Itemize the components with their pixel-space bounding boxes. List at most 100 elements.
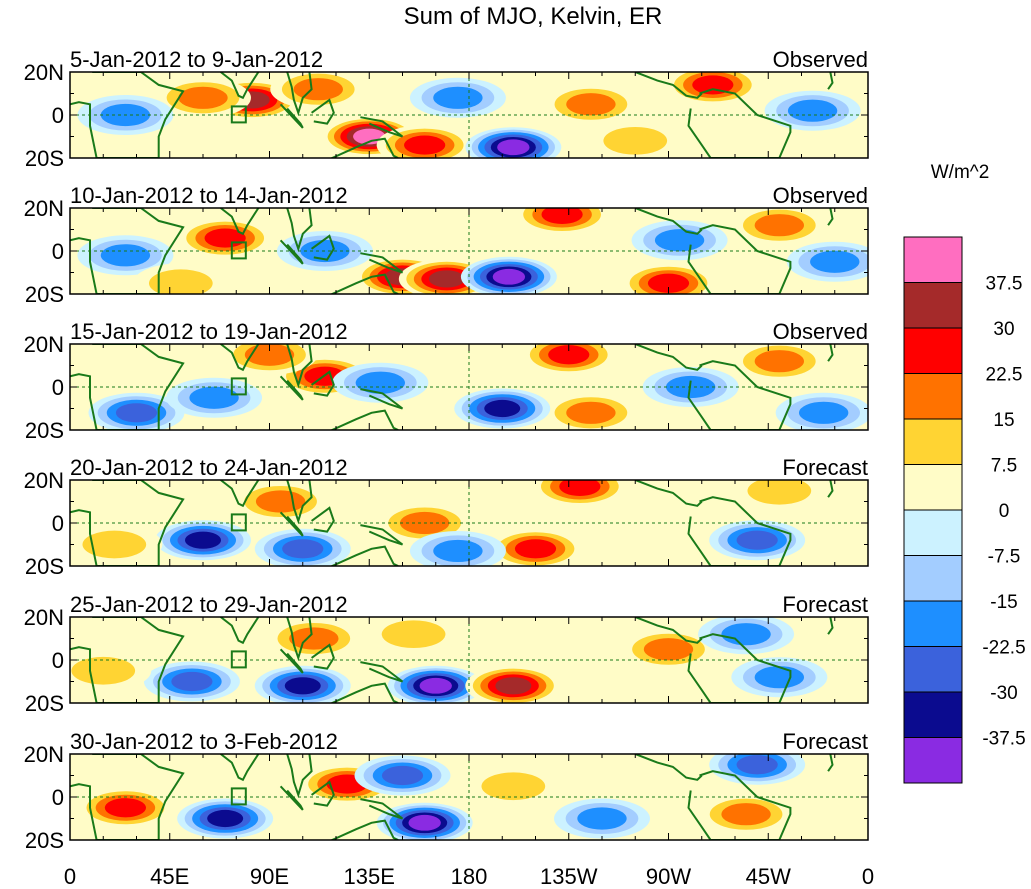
anomaly-contour (433, 86, 483, 109)
coastline (827, 208, 834, 226)
y-tick-label: 0 (52, 375, 64, 400)
colorbar-label: 0 (999, 501, 1010, 522)
coastline (827, 754, 834, 772)
y-tick-label: 20N (24, 60, 64, 85)
coastline (360, 661, 404, 683)
panel-2: 20N 0 20S 10-Jan-2012 to 14-Jan-2012 Observe… (24, 183, 869, 307)
coastline (70, 617, 185, 703)
colorbar-label: 37.5 (986, 274, 1023, 295)
colorbar-label: -30 (990, 683, 1017, 704)
panel-5: 20N 0 20S 25-Jan-2012 to 29-Jan-2012 Forecas… (24, 592, 869, 716)
x-tick-label: 135W (540, 864, 598, 889)
coastline (321, 137, 399, 158)
coastlines (70, 617, 834, 703)
anomaly-contour (754, 350, 804, 373)
panel-date-range: 30-Jan-2012 to 3-Feb-2012 (70, 729, 338, 754)
coastline (634, 208, 703, 235)
anomaly-contour (548, 345, 590, 365)
coastline (286, 344, 313, 389)
colorbar-label: -7.5 (988, 547, 1021, 568)
colorbar-swatch (903, 418, 963, 465)
colorbar-swatch (903, 737, 963, 784)
anomaly-contour (104, 798, 147, 818)
coastline (827, 72, 834, 90)
coastline (220, 617, 260, 645)
coastline (70, 480, 185, 566)
coastlines (70, 480, 834, 566)
anomaly-contour (559, 480, 601, 497)
coastline (279, 785, 304, 811)
y-tick-label: 20S (25, 828, 64, 853)
anomaly-contour (541, 208, 583, 225)
coastline (311, 370, 335, 397)
coastlines (70, 754, 834, 840)
coastline (286, 480, 313, 525)
panel-status: Forecast (782, 592, 868, 617)
x-tick-label: 90W (646, 864, 691, 889)
coastline (687, 360, 792, 430)
coastline (634, 754, 703, 781)
coastline (220, 72, 260, 100)
coastline (286, 208, 313, 253)
anomaly-contour (492, 268, 526, 285)
colorbar-swatch (903, 600, 963, 647)
anomaly-contour (171, 671, 213, 692)
coastlines (70, 72, 834, 158)
coastline (321, 682, 399, 703)
coastline (634, 72, 703, 99)
anomaly-contour (603, 126, 668, 155)
coastline (321, 273, 399, 294)
y-tick-label: 0 (52, 103, 64, 128)
anomaly-contour (754, 666, 804, 689)
coastline (634, 344, 703, 371)
colorbar-swatch (903, 691, 963, 738)
anomaly-contour (293, 78, 343, 101)
x-tick-label: 45E (150, 864, 189, 889)
anomaly-contour (284, 677, 321, 695)
anomaly-contour (566, 93, 616, 116)
anomaly-contour (495, 677, 532, 695)
y-tick-label: 20N (24, 605, 64, 630)
anomaly-contour (566, 401, 616, 424)
coastline (70, 754, 185, 840)
anomaly-contour (787, 99, 838, 122)
anomaly-contour (419, 677, 452, 694)
panel-date-range: 5-Jan-2012 to 9-Jan-2012 (70, 47, 323, 72)
colorbar-swatch (903, 236, 963, 283)
y-tick-label: 20S (25, 554, 64, 579)
coastlines (70, 208, 834, 294)
anomaly-field (88, 344, 868, 430)
coastline (70, 72, 185, 158)
anomaly-contour (355, 371, 406, 394)
coastline (220, 754, 260, 782)
anomaly-contour (643, 638, 694, 661)
coastline (827, 480, 834, 498)
panel-status: Forecast (782, 729, 868, 754)
coastline (279, 648, 304, 674)
colorbar-label: 22.5 (986, 365, 1023, 386)
colorbar-label: 7.5 (991, 456, 1017, 477)
anomaly-contour (207, 809, 244, 828)
panel-status: Observed (773, 319, 868, 344)
coastline (70, 208, 185, 294)
anomaly-field (70, 480, 828, 566)
coastline (286, 72, 313, 117)
anomaly-contour (799, 401, 849, 424)
coastline (634, 617, 703, 644)
y-tick-label: 20S (25, 691, 64, 716)
anomaly-contour (497, 139, 530, 156)
x-tick-label: 45W (746, 864, 791, 889)
anomaly-contour (481, 772, 546, 801)
coastline (321, 819, 399, 840)
chart-title: Sum of MJO, Kelvin, ER (404, 3, 663, 30)
coastline (360, 388, 404, 410)
panel-status: Forecast (782, 455, 868, 480)
x-tick-label: 90E (250, 864, 289, 889)
anomaly-contour (736, 755, 778, 775)
anomaly-contour (654, 229, 705, 252)
anomaly-contour (433, 539, 483, 563)
anomaly-contour (577, 807, 627, 830)
x-axis-ticks: 0 45E 90E 135E 180 135W 90W 45W 0 (64, 864, 874, 889)
coastline (360, 116, 404, 138)
coastline (286, 754, 313, 799)
